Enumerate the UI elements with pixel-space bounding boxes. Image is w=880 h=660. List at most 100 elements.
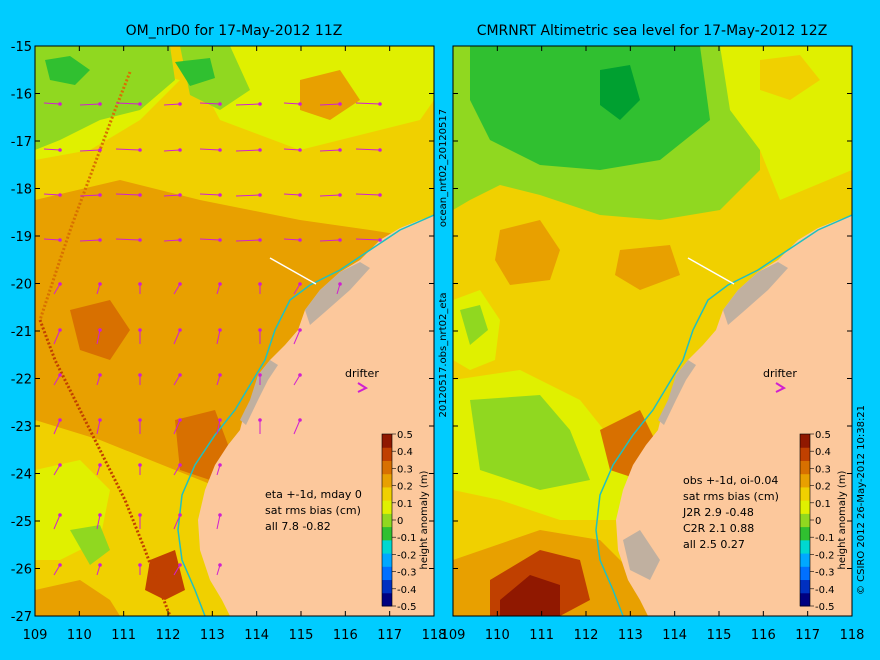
current-arrow-head [378,148,382,152]
right-coast-track [595,214,852,616]
current-arrow [163,239,181,242]
left-lat-tick-label: -19 [11,230,32,245]
current-arrow-head [178,418,182,422]
current-arrow-head [218,328,222,332]
current-arrow-head [138,373,142,377]
colorbar-tick-label: -0.3 [815,568,835,579]
current-arrow-head [338,238,342,242]
left-lat-tick-label: -20 [11,278,32,293]
left-lat-tick-label: -15 [11,40,32,55]
current-arrow-head [58,238,62,242]
current-arrow [53,419,61,435]
left-panel-title: OM_nrD0 for 17-May-2012 11Z [126,23,343,39]
current-arrow-head [58,102,62,106]
current-arrow-head [218,148,222,152]
current-arrow [283,102,301,105]
current-arrow-head [338,282,342,286]
right-panel-title: CMRNRT Altimetric sea level for 17-May-2… [477,23,828,39]
current-arrow-head [298,373,302,377]
current-arrow-head [58,148,62,152]
current-arrow [53,283,61,295]
current-arrow [293,419,301,435]
current-arrow [173,374,181,386]
current-arrow [163,103,181,106]
current-arrow-head [258,238,262,242]
current-arrow [115,238,141,241]
right-colorbar: 0.5 0.4 0.3 0.2 0.1 0 -0.1 -0.2 -0.3 -0.4 -0.5 hei… [799,430,848,613]
current-arrow-head [58,193,62,197]
current-arrow-head [98,418,102,422]
current-arrow [235,103,261,106]
left-lon-tick-label: 117 [377,628,402,643]
left-lat-tick-label: -18 [11,183,32,198]
current-arrow-head [218,463,222,467]
current-arrow [293,329,301,345]
current-arrow-head [138,148,142,152]
current-arrow-head [98,563,102,567]
colorbar-tick-label: -0.2 [397,550,417,561]
current-arrow [199,193,221,196]
current-arrow-head [58,418,62,422]
colorbar-tick-label: -0.4 [815,585,835,596]
current-arrow [293,374,301,386]
right-stats-line-1: obs +-1d, oi-0.04 [683,474,778,487]
current-arrow [355,238,381,241]
left-lat-tick-label: -23 [11,420,32,435]
left-colorbar-label: height anomaly (m) [419,470,430,569]
current-arrow-head [178,238,182,242]
current-arrow-head [138,193,142,197]
colorbar-tick-label: 0.4 [815,447,831,458]
current-arrow-head [138,282,142,286]
colorbar-tick-label: 0 [397,516,403,527]
right-lon-tick-label: 112 [574,628,599,643]
right-colorbar-label: height anomaly (m) [837,470,848,569]
right-lon-tick-label: 116 [751,628,776,643]
current-arrow [79,239,101,242]
right-transect-line [687,257,735,285]
current-arrow [283,238,301,241]
colorbar-tick-label: 0.4 [397,447,413,458]
left-lon-tick-label: 110 [67,628,92,643]
colorbar-tick-label: 0.5 [397,430,413,441]
current-arrow [79,103,101,106]
current-arrow-head [58,563,62,567]
colorbar-tick-label: -0.1 [397,533,417,544]
right-lon-tick-label: 109 [441,628,466,643]
left-lon-tick-label: 113 [200,628,225,643]
left-lat-tick-label: -24 [11,468,32,483]
right-lon-tick-label: 111 [529,628,554,643]
left-drifter-marker [357,382,369,393]
right-stats-line-2: sat rms bias (cm) [683,490,779,503]
current-arrow [355,148,381,151]
colorbar-tick-label: -0.1 [815,533,835,544]
left-satellite-track [38,71,132,321]
current-arrow [96,419,101,435]
current-arrow-head [178,328,182,332]
current-arrow-head [298,193,302,197]
current-arrow [355,193,381,196]
left-lat-tick-label: -25 [11,515,32,530]
current-arrow-head [138,463,142,467]
current-arrow [199,148,221,151]
right-axes: 109 110 111 112 113 114 115 116 117 118 [441,45,864,643]
colorbar-tick-label: 0.2 [397,482,413,493]
current-arrow-head [98,102,102,106]
current-arrow [355,102,381,105]
current-arrow-head [138,563,142,567]
current-arrow-head [218,282,222,286]
current-arrow-head [98,463,102,467]
left-stats-line-3: all 7.8 -0.82 [265,520,331,533]
right-drifter-label: drifter [763,367,797,380]
left-map-panel: OM_nrD0 for 17-May-2012 11Z drifter eta … [34,23,435,617]
current-arrow [96,329,101,345]
left-lat-tick-label: -26 [11,563,32,578]
current-arrow-head [58,463,62,467]
left-reef [240,262,370,425]
side-label-model-file: ocean_nrt02_20120517 [438,109,449,227]
current-arrow [163,149,181,152]
current-arrow-head [98,193,102,197]
colorbar-tick-label: 0.5 [815,430,831,441]
current-arrow [319,194,341,197]
current-arrow [79,149,101,152]
